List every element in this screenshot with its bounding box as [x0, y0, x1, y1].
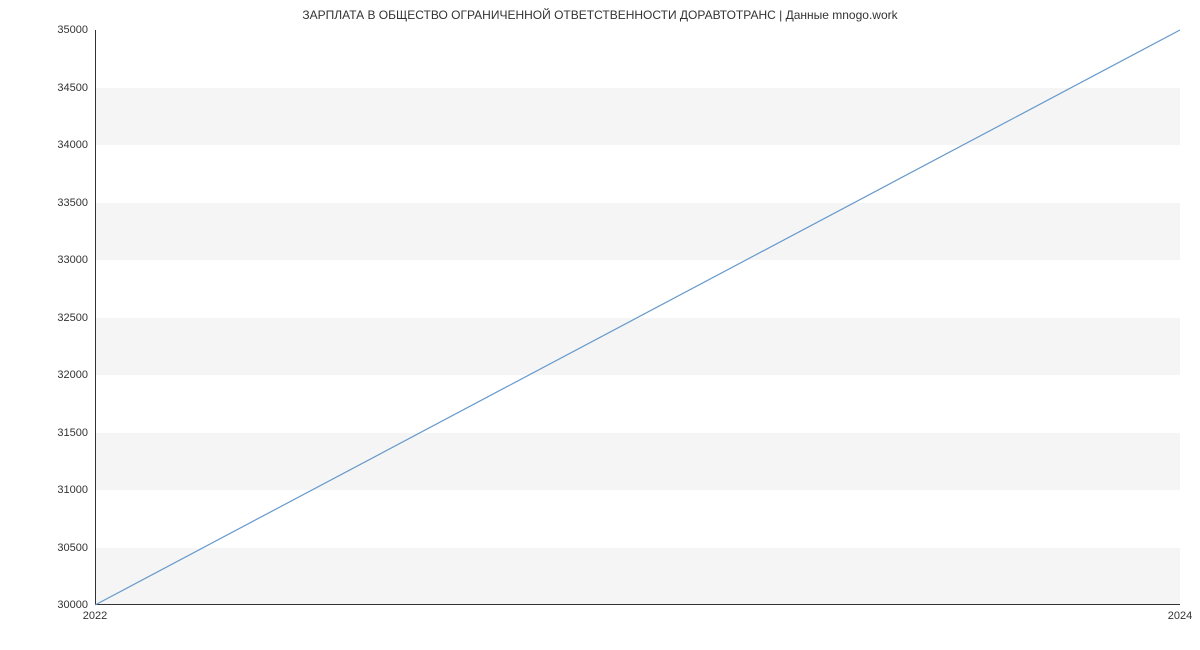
- y-tick-label: 31500: [57, 427, 88, 439]
- line-series: [95, 30, 1180, 605]
- y-tick-label: 32000: [57, 369, 88, 381]
- y-tick-label: 33500: [57, 197, 88, 209]
- y-tick-label: 34500: [57, 82, 88, 94]
- y-tick-label: 33000: [57, 254, 88, 266]
- y-tick-label: 30500: [57, 542, 88, 554]
- y-tick-label: 32500: [57, 312, 88, 324]
- x-tick-label: 2022: [83, 610, 107, 622]
- chart-title: ЗАРПЛАТА В ОБЩЕСТВО ОГРАНИЧЕННОЙ ОТВЕТСТ…: [0, 8, 1200, 22]
- plot-area: [95, 30, 1180, 605]
- salary-line-chart: ЗАРПЛАТА В ОБЩЕСТВО ОГРАНИЧЕННОЙ ОТВЕТСТ…: [0, 0, 1200, 650]
- series-salary: [95, 30, 1180, 605]
- y-tick-label: 35000: [57, 24, 88, 36]
- x-tick-label: 2024: [1168, 610, 1192, 622]
- y-tick-label: 34000: [57, 139, 88, 151]
- y-tick-label: 31000: [57, 484, 88, 496]
